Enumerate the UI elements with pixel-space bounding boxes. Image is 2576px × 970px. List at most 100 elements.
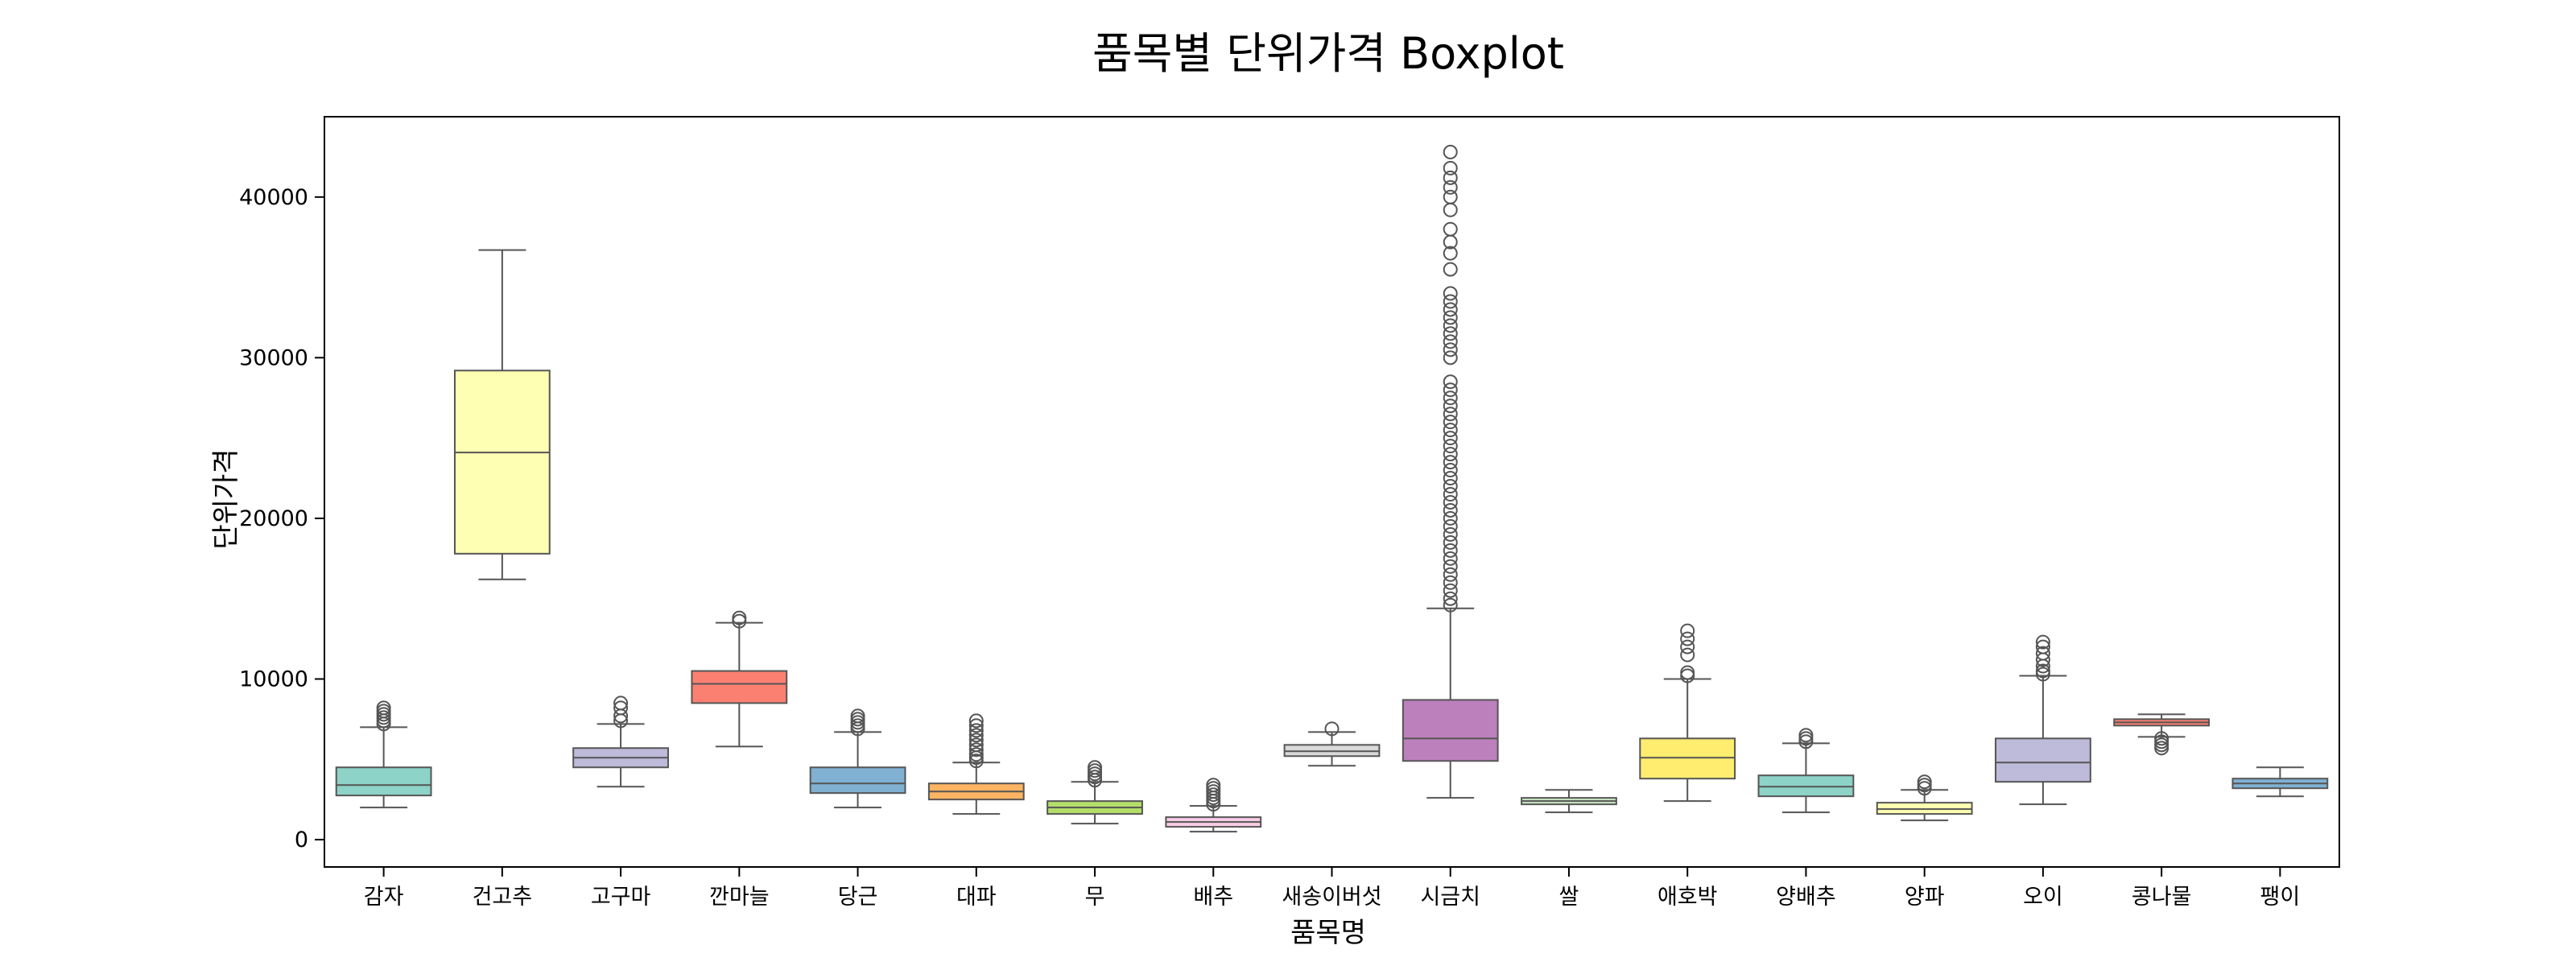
y-tick-label: 30000 <box>239 345 308 370</box>
box-group <box>453 249 551 580</box>
box-group <box>1165 778 1262 833</box>
y-tick-label: 10000 <box>239 667 308 692</box>
outlier-point <box>1443 202 1458 217</box>
outlier-point <box>1443 286 1458 301</box>
box <box>691 670 788 704</box>
x-tick-label: 시금치 <box>1420 885 1480 910</box>
box-group <box>1639 623 1736 803</box>
y-tick-label: 20000 <box>239 506 308 531</box>
box-group <box>1757 728 1855 814</box>
outlier-point <box>1443 170 1458 185</box>
x-axis-label: 품목명 <box>1290 917 1366 949</box>
outlier-point <box>1443 423 1458 438</box>
x-tick-label: 양배추 <box>1776 885 1836 910</box>
outlier-point <box>1680 647 1695 662</box>
outlier-point <box>1443 463 1458 478</box>
outlier-point <box>1443 390 1458 406</box>
outlier-point <box>1443 415 1458 430</box>
box-group <box>927 713 1025 815</box>
outlier-point <box>1443 318 1458 333</box>
x-tick-label: 당근 <box>838 885 878 910</box>
outlier-point <box>968 718 984 733</box>
outlier-point <box>1443 382 1458 398</box>
box <box>453 369 551 555</box>
outlier-point <box>1443 502 1458 518</box>
outlier-point <box>1443 510 1458 526</box>
y-axis-label: 단위가격 <box>210 448 242 549</box>
outlier-point <box>1443 310 1458 325</box>
outlier-point <box>1443 431 1458 446</box>
outlier-point <box>1443 294 1458 309</box>
outlier-point <box>1443 494 1458 510</box>
box-group <box>1521 789 1617 814</box>
outlier-point <box>1443 597 1458 613</box>
x-tick-label: 깐마늘 <box>709 885 770 910</box>
x-tick-label: 콩나물 <box>2132 885 2192 910</box>
outlier-point <box>2035 663 2050 679</box>
outlier-point <box>376 700 391 716</box>
box-group <box>335 700 432 809</box>
outlier-point <box>1443 262 1458 277</box>
outlier-point <box>2035 634 2050 650</box>
outlier-point <box>1443 583 1458 598</box>
outlier-point <box>1680 665 1695 680</box>
box-group <box>1876 774 1973 822</box>
outlier-point <box>1443 160 1458 175</box>
box <box>335 766 432 797</box>
box-group <box>1402 144 1499 799</box>
x-tick-label: 쌀 <box>1559 885 1579 910</box>
x-tick-label: 건고추 <box>473 885 533 910</box>
outlier-point <box>2035 646 2050 661</box>
box <box>809 766 906 795</box>
outlier-point <box>1443 374 1458 390</box>
outlier-point <box>732 610 747 625</box>
box-group <box>2113 713 2211 756</box>
outlier-point <box>1443 407 1458 422</box>
box <box>1402 699 1499 762</box>
box-group <box>1283 721 1381 767</box>
outlier-point <box>1443 302 1458 317</box>
outlier-point <box>1680 631 1695 646</box>
y-axis: 0 10000 20000 30000 40000 <box>239 185 324 852</box>
box-group <box>691 610 788 748</box>
outlier-point <box>1443 551 1458 566</box>
box-group <box>572 696 669 788</box>
outlier-point <box>1680 639 1695 654</box>
box-group <box>1046 760 1143 825</box>
outlier-point <box>968 747 984 762</box>
outlier-point <box>1443 479 1458 494</box>
box <box>1995 737 2091 783</box>
outlier-point <box>850 708 865 724</box>
outlier-point <box>1443 486 1458 502</box>
outlier-point <box>1443 326 1458 341</box>
outlier-point <box>1443 342 1458 357</box>
outlier-point <box>1324 721 1340 737</box>
outlier-point <box>1206 778 1221 793</box>
y-tick-label: 0 <box>295 828 308 852</box>
outlier-point <box>1443 535 1458 550</box>
outlier-point <box>1443 543 1458 558</box>
outlier-point <box>1443 439 1458 454</box>
outlier-point <box>1443 526 1458 542</box>
outlier-point <box>968 728 984 743</box>
y-tick-label: 40000 <box>239 185 308 210</box>
outlier-point <box>1443 180 1458 195</box>
x-tick-label: 새송이버섯 <box>1282 885 1381 910</box>
outlier-point <box>613 696 629 711</box>
box-group <box>809 708 906 809</box>
outlier-point <box>1443 189 1458 204</box>
outlier-point <box>1443 575 1458 590</box>
outlier-point <box>968 742 984 757</box>
outlier-point <box>1443 455 1458 470</box>
outlier-point <box>1443 398 1458 414</box>
outlier-point <box>968 737 984 753</box>
plot-area <box>335 144 2329 833</box>
outlier-point <box>613 700 629 716</box>
box-group <box>1995 634 2091 806</box>
outlier-point <box>1443 591 1458 606</box>
outlier-point <box>2154 731 2169 746</box>
outlier-point <box>1443 221 1458 237</box>
x-tick-label: 무 <box>1085 885 1105 910</box>
